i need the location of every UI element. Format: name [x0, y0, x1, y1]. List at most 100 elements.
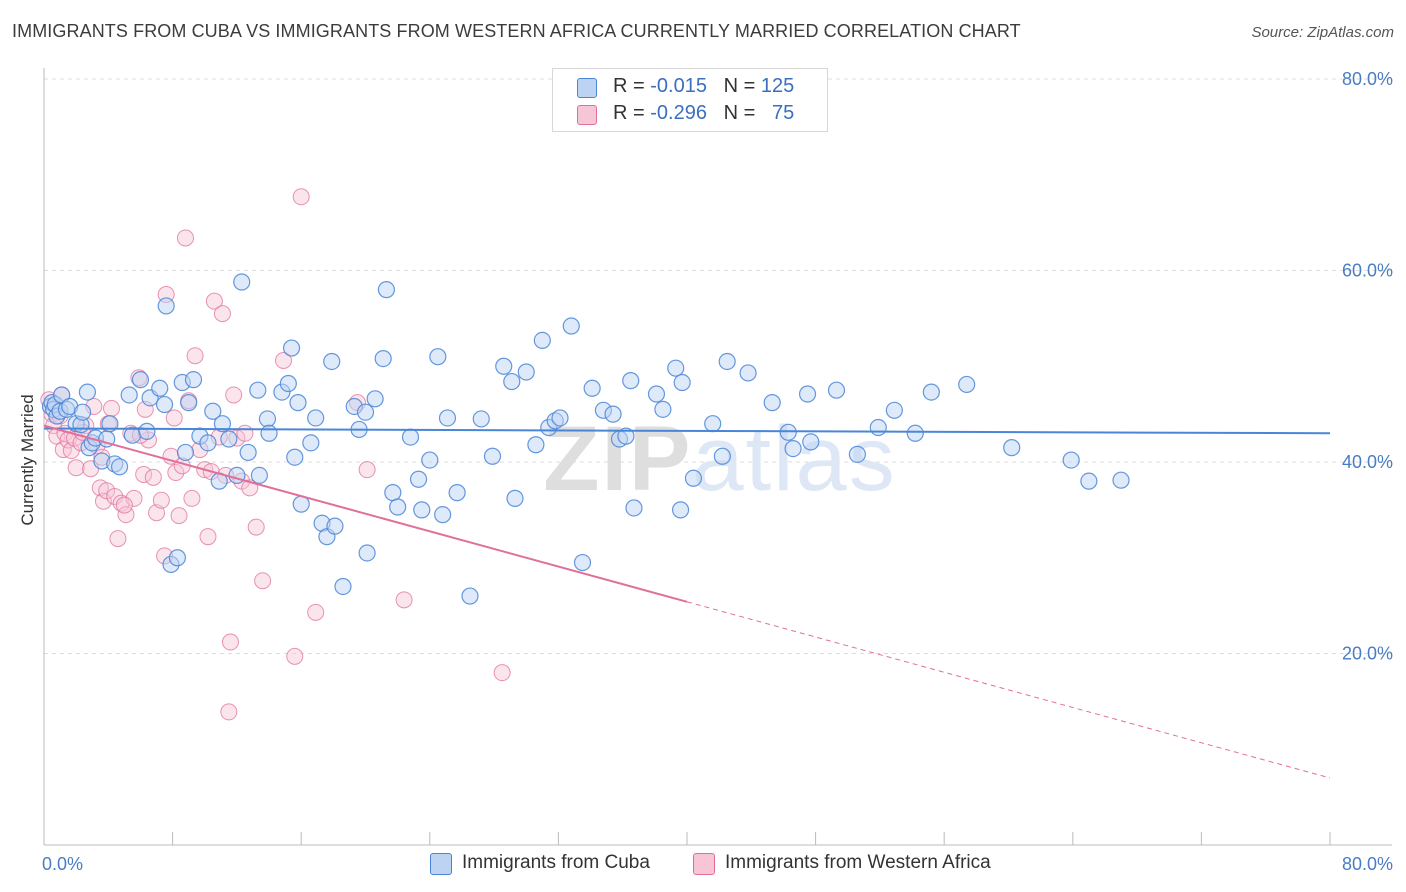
cuba-point	[199, 434, 217, 452]
wafrica-point	[135, 465, 153, 483]
cuba-point	[684, 469, 703, 487]
cuba-point	[673, 373, 691, 392]
wafrica-point	[254, 572, 272, 590]
cuba-point	[472, 410, 490, 428]
legend-n-label: N =	[723, 102, 756, 124]
cuba-point	[517, 363, 535, 381]
x-tick-label: 80.0%	[1342, 854, 1393, 874]
cuba-point	[448, 484, 466, 502]
wafrica-point	[199, 528, 217, 546]
wafrica-point	[493, 664, 511, 682]
cuba-point	[647, 385, 666, 403]
cuba-point	[827, 381, 846, 399]
cuba-point	[73, 403, 92, 421]
cuba-point	[157, 297, 175, 315]
cuba-point	[249, 381, 267, 399]
cuba-point	[151, 379, 169, 397]
cuba-point	[848, 445, 866, 463]
cuba-point	[233, 273, 251, 291]
legend-swatch-wafrica	[577, 105, 597, 125]
cuba-point	[784, 439, 802, 458]
wafrica-point	[152, 491, 170, 509]
legend-wafrica-n: 75	[772, 102, 795, 124]
axis-layer: 20.0% 40.0% 60.0% 80.0% 0.0% 80.0%	[42, 68, 1393, 874]
cuba-point	[260, 424, 278, 442]
y-tick-label: 60.0%	[1342, 261, 1393, 281]
cuba-point	[779, 423, 797, 441]
series-wafrica-points	[40, 188, 511, 721]
cuba-point	[1080, 472, 1098, 490]
cuba-point	[667, 359, 685, 377]
cuba-point	[583, 379, 601, 397]
cuba-point	[671, 501, 690, 519]
wafrica-point	[307, 603, 325, 621]
bottom-legend-swatch-wafrica	[693, 853, 715, 875]
cuba-point	[409, 470, 428, 488]
cuba-point	[258, 410, 277, 428]
wafrica-point	[170, 507, 188, 525]
cuba-point	[438, 409, 457, 427]
wafrica-point	[247, 518, 265, 536]
wafrica-point	[67, 459, 85, 477]
wafrica-point	[213, 305, 231, 323]
cuba-point	[401, 428, 420, 446]
cuba-point	[704, 415, 722, 433]
cuba-point	[413, 501, 431, 519]
cuba-point	[461, 587, 479, 605]
cuba-point	[138, 422, 156, 440]
cuba-point	[184, 371, 203, 389]
wafrica-point	[125, 489, 143, 507]
cuba-point	[78, 383, 97, 401]
cuba-point	[434, 506, 452, 524]
legend-wafrica-r: -0.296	[650, 102, 707, 124]
cuba-point	[713, 447, 731, 465]
legend-cuba-n: 125	[760, 75, 795, 97]
cuba-point	[802, 433, 820, 451]
legend-text-cuba: R = -0.015 N = 125	[613, 75, 794, 98]
cuba-point	[718, 352, 736, 371]
legend-n-label: N =	[723, 75, 756, 97]
wafrica-point	[292, 188, 310, 206]
y-tick-label: 40.0%	[1342, 452, 1393, 472]
legend-r-label: R =	[613, 102, 645, 124]
wafrica-trend-line	[43, 424, 688, 603]
wafrica-point	[275, 352, 293, 370]
wafrica-point	[221, 633, 239, 651]
cuba-point	[302, 434, 320, 452]
cuba-point	[869, 418, 887, 437]
wafrica-point	[103, 399, 121, 417]
series-cuba-points	[41, 273, 1130, 605]
cuba-point	[213, 415, 232, 433]
cuba-point	[289, 394, 307, 412]
legend-text-wafrica: R = -0.296 N = 75	[613, 102, 794, 125]
wafrica-point	[358, 461, 376, 479]
cuba-point	[326, 517, 344, 535]
cuba-point	[483, 447, 502, 465]
chart-title: IMMIGRANTS FROM CUBA VS IMMIGRANTS FROM …	[12, 21, 1021, 41]
cuba-point	[958, 375, 976, 394]
cuba-point	[625, 499, 643, 517]
cuba-point	[495, 357, 513, 375]
cuba-point	[366, 390, 384, 408]
cuba-point	[168, 549, 187, 567]
correlation-legend: R = -0.015 N = 125 R = -0.296 N = 75	[552, 68, 828, 132]
cuba-point	[155, 395, 174, 414]
cuba-point	[307, 409, 325, 427]
cuba-point	[250, 466, 269, 485]
y-axis-label: Currently Married	[18, 394, 37, 525]
bottom-legend-swatch-cuba	[430, 853, 452, 875]
cuba-point	[885, 401, 903, 419]
cuba-trend-line	[43, 427, 1331, 435]
wafrica-point	[220, 703, 238, 721]
cuba-point	[573, 553, 592, 572]
cuba-point	[286, 448, 304, 466]
wafrica-point	[94, 492, 112, 510]
cuba-point	[533, 331, 551, 349]
cuba-point	[279, 374, 297, 393]
watermark-zip: ZIP	[543, 408, 692, 510]
cuba-point	[356, 403, 375, 421]
cuba-point	[551, 409, 569, 427]
cuba-point	[604, 405, 622, 423]
wafrica-trend-line-extension	[686, 601, 1331, 779]
